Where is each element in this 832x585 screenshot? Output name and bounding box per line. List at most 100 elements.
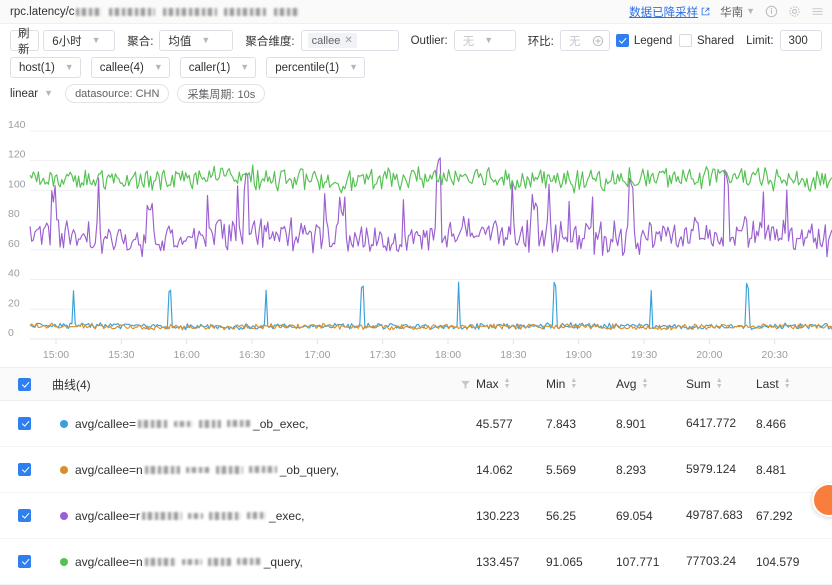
- redacted-series-block: [209, 511, 242, 520]
- redacted-title-block-5: [273, 7, 300, 16]
- chart-series-line[interactable]: [29, 164, 832, 194]
- series-name-prefix: avg/callee=n: [75, 462, 143, 477]
- sort-icon[interactable]: ▲ ▼: [783, 377, 791, 390]
- refresh-button[interactable]: 刷 新: [10, 28, 40, 56]
- column-header-last[interactable]: Last ▲ ▼: [756, 377, 824, 391]
- query-toolbar: 刷 新 6小时 ▼ 聚合: 均值 ▼ 聚合维度: callee ✕ Outlie…: [0, 24, 832, 109]
- sort-icon[interactable]: ▲ ▼: [570, 377, 578, 390]
- sort-icon[interactable]: ▲ ▼: [715, 377, 723, 390]
- y-axis-tick: 100: [8, 178, 26, 190]
- series-name-suffix: _exec,: [269, 508, 305, 523]
- page-header: rpc.latency/c 数据已降采样 华南 ▼: [0, 0, 832, 24]
- row-select-cell[interactable]: [18, 509, 52, 522]
- shared-checkbox[interactable]: Shared: [678, 34, 734, 47]
- chart-series-line[interactable]: [29, 281, 832, 331]
- chevron-down-icon: ▼: [240, 62, 250, 72]
- redacted-series-block: [144, 557, 176, 566]
- filter-caller-label: caller(1): [188, 61, 231, 74]
- legend-checkbox[interactable]: Legend: [615, 34, 672, 47]
- chart-canvas[interactable]: 0 20 40 60 80 100 120 140 15:00 15:30 16:00 16:30 17…: [0, 111, 832, 367]
- redacted-series-block: [142, 511, 183, 520]
- series-name: avg/callee=n _query,: [75, 555, 303, 569]
- series-color-dot: [60, 511, 68, 520]
- outlier-value: 无: [462, 35, 475, 48]
- list-icon[interactable]: [811, 5, 824, 18]
- x-axis-tick-label: 18:30: [500, 349, 526, 361]
- cell-min: 5.569: [546, 462, 577, 477]
- chart-series-line[interactable]: [29, 322, 832, 331]
- column-header-max[interactable]: Max ▲ ▼: [476, 377, 546, 391]
- cell-avg: 69.054: [616, 508, 653, 523]
- filter-icon[interactable]: [454, 379, 476, 390]
- row-select-cell[interactable]: [18, 463, 52, 476]
- agg-dimension-select[interactable]: callee ✕: [300, 30, 399, 51]
- x-axis-tick-label: 15:00: [43, 349, 69, 361]
- cell-last: 8.481: [756, 462, 787, 477]
- filter-caller-select[interactable]: caller(1) ▼: [179, 57, 257, 78]
- clock-plus-icon[interactable]: [592, 35, 604, 47]
- info-circle-icon[interactable]: [765, 5, 778, 18]
- filter-host-select[interactable]: host(1) ▼: [10, 57, 81, 78]
- cell-last: 67.292: [756, 508, 793, 523]
- chevron-down-icon: ▼: [44, 88, 54, 98]
- table-row[interactable]: avg/callee=r _exec, 130.223 56.25 69.054…: [0, 493, 832, 539]
- compare-input[interactable]: 无: [559, 30, 611, 51]
- redacted-series-block: [185, 466, 210, 473]
- cell-last: 104.579: [756, 554, 800, 569]
- row-select-cell[interactable]: [18, 417, 52, 430]
- row-checkbox[interactable]: [18, 417, 31, 430]
- filter-callee-label: callee(4): [99, 61, 144, 74]
- table-row[interactable]: avg/callee= _ob_exec, 45.577 7.843 8.901…: [0, 401, 832, 447]
- column-header-sum[interactable]: Sum ▲ ▼: [686, 377, 756, 391]
- select-all-cell[interactable]: [18, 377, 52, 391]
- compare-label: 环比:: [527, 35, 554, 48]
- column-label-max: Max: [476, 377, 499, 391]
- series-name: avg/callee= _ob_exec,: [75, 417, 308, 431]
- column-header-min[interactable]: Min ▲ ▼: [546, 377, 616, 391]
- chart-series-line[interactable]: [29, 157, 832, 258]
- x-axis-tick-label: 17:00: [304, 349, 330, 361]
- row-checkbox[interactable]: [18, 463, 31, 476]
- shared-checkbox-box[interactable]: [678, 34, 692, 47]
- sort-icon[interactable]: ▲ ▼: [503, 377, 511, 390]
- toolbar-row-1: 刷 新 6小时 ▼ 聚合: 均值 ▼ 聚合维度: callee ✕ Outlie…: [10, 28, 823, 56]
- column-header-avg[interactable]: Avg ▲ ▼: [616, 377, 686, 391]
- x-axis-tick-label: 19:30: [631, 349, 657, 361]
- sort-icon[interactable]: ▲ ▼: [641, 377, 649, 390]
- series-name-prefix: avg/callee=n: [75, 554, 143, 569]
- aggregate-value: 均值: [168, 35, 192, 48]
- cell-sum: 77703.24: [686, 554, 737, 568]
- column-label-min: Min: [546, 377, 566, 391]
- row-select-cell[interactable]: [18, 555, 52, 568]
- scale-select[interactable]: linear ▼: [10, 88, 53, 100]
- y-axis-tick: 20: [8, 297, 20, 309]
- timerange-select[interactable]: 6小时 ▼: [43, 30, 116, 51]
- chevron-down-icon: ▼: [746, 6, 755, 16]
- redacted-series-block: [236, 558, 261, 565]
- limit-label: Limit:: [746, 34, 774, 47]
- downsample-link[interactable]: 数据已降采样: [629, 4, 710, 20]
- aggregate-label: 聚合:: [127, 35, 154, 48]
- row-checkbox[interactable]: [18, 509, 31, 522]
- close-icon[interactable]: ✕: [344, 35, 353, 46]
- chevron-down-icon: ▼: [349, 62, 359, 72]
- chevron-down-icon: ▼: [91, 35, 101, 45]
- row-checkbox[interactable]: [18, 555, 31, 568]
- filter-callee-select[interactable]: callee(4) ▼: [90, 57, 170, 78]
- gear-icon[interactable]: [788, 5, 801, 18]
- table-row[interactable]: avg/callee=n _query, 133.457 91.065 107.…: [0, 539, 832, 585]
- select-all-checkbox[interactable]: [18, 377, 31, 391]
- redacted-series-block: [138, 419, 169, 428]
- limit-input[interactable]: 300: [779, 30, 823, 51]
- filter-percentile-select[interactable]: percentile(1) ▼: [266, 57, 366, 78]
- region-selector[interactable]: 华南 ▼: [720, 4, 755, 20]
- timeseries-chart[interactable]: 0 20 40 60 80 100 120 140 15:00 15:30 16:00 16:30 17…: [0, 111, 832, 367]
- page-title-text: rpc.latency/c: [10, 5, 75, 18]
- table-row[interactable]: avg/callee=n _ob_query, 14.062 5.569 8.2…: [0, 447, 832, 493]
- aggregate-select[interactable]: 均值 ▼: [159, 30, 234, 51]
- series-name-cell: avg/callee=r _exec,: [52, 509, 454, 523]
- legend-checkbox-box[interactable]: [615, 34, 629, 47]
- cell-min: 56.25: [546, 508, 577, 523]
- outlier-select[interactable]: 无 ▼: [453, 30, 516, 51]
- cell-avg: 8.901: [616, 416, 647, 431]
